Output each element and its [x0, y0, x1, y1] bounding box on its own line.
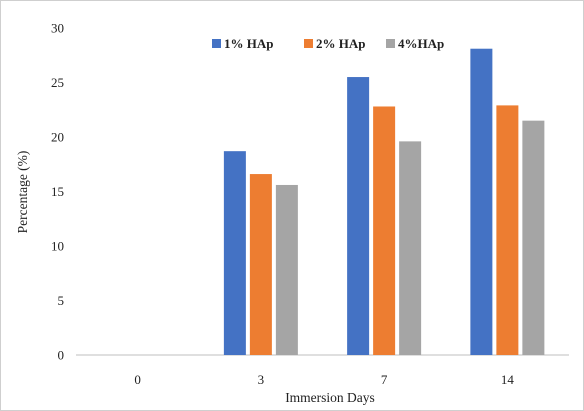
y-tick-label: 0: [58, 348, 65, 363]
x-tick-label: 14: [501, 372, 515, 387]
legend-swatch: [304, 39, 313, 48]
y-tick-label: 10: [51, 239, 64, 254]
y-tick-label: 30: [51, 21, 64, 36]
y-tick-label: 20: [51, 130, 64, 145]
x-axis-title: Immersion Days: [285, 390, 375, 405]
y-tick-label: 25: [51, 75, 64, 90]
bar: [249, 174, 272, 355]
bars: [223, 48, 545, 356]
legend-swatch: [212, 39, 221, 48]
bar: [399, 141, 422, 355]
y-tick-label: 15: [51, 184, 64, 199]
legend-label: 2% HAp: [316, 36, 365, 51]
x-axis-ticks: 0 3 7 14: [134, 372, 514, 387]
y-axis-title: Percentage (%): [15, 151, 30, 234]
bar: [223, 151, 246, 355]
y-tick-label: 5: [58, 293, 65, 308]
bar: [373, 106, 396, 355]
bar: [347, 77, 370, 356]
y-axis-ticks: 0 5 10 15 20 25 30: [51, 21, 64, 363]
x-tick-label: 0: [134, 372, 141, 387]
x-tick-label: 7: [381, 372, 388, 387]
legend: 1% HAp 2% HAp 4%HAp: [212, 36, 444, 51]
legend-label: 1% HAp: [224, 36, 273, 51]
legend-label: 4%HAp: [398, 36, 444, 51]
x-tick-label: 3: [258, 372, 265, 387]
bar: [275, 184, 298, 355]
bar: [522, 120, 545, 356]
bar: [470, 48, 493, 356]
legend-swatch: [386, 39, 395, 48]
bar: [496, 105, 519, 355]
